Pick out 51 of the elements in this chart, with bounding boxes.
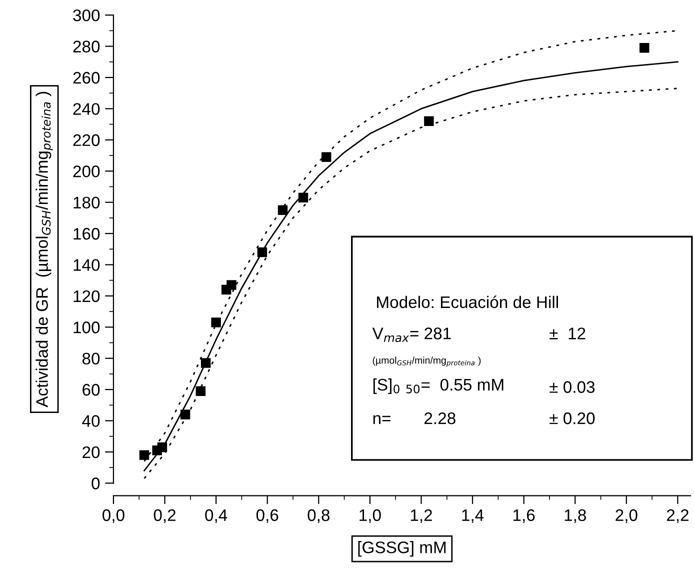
- x-tick-label: 2,2: [666, 509, 688, 524]
- y-tick-label: 0: [92, 478, 100, 490]
- point: [278, 205, 288, 215]
- annotation: ± 0.20: [550, 412, 595, 424]
- x-tick-label: 1,0: [360, 509, 381, 524]
- y-tick-label: 240: [73, 103, 100, 115]
- y-tick-label: 220: [73, 134, 100, 146]
- point: [298, 192, 308, 202]
- y-tick-label: 280: [73, 40, 100, 52]
- y-tick-label: 180: [74, 196, 100, 209]
- point: [321, 152, 332, 162]
- point: [200, 358, 211, 368]
- y-axis-title: Actividad de GR (µmol$_{GSH}$/min/mg$_{proteina}$ ): [36, 92, 53, 408]
- annotation: [S]$_{0 50}$= 0.55 mM: [373, 378, 504, 394]
- point: [424, 116, 434, 126]
- point: [196, 386, 206, 396]
- annotation: V$_{max}$= 281: [372, 328, 451, 342]
- y-tick-label: 300: [73, 9, 100, 22]
- y-tick-label: 80: [82, 352, 100, 365]
- x-axis-title: [GSSG] mM: [358, 541, 446, 557]
- y-tick-label: 260: [73, 72, 100, 84]
- y-tick-label: 120: [74, 290, 100, 302]
- annotation: ± 12: [550, 328, 586, 340]
- point: [157, 442, 168, 452]
- x-tick-label: 1,4: [462, 509, 484, 524]
- x-tick-label: 1,2: [410, 509, 432, 524]
- x-tick-label: 2,0: [616, 509, 638, 524]
- y-tick-label: 60: [82, 384, 100, 396]
- x-tick-label: 0,4: [205, 509, 228, 524]
- y-tick-label: 100: [74, 322, 100, 334]
- x-tick-label: 1,8: [564, 509, 586, 524]
- y-tick-label: 160: [74, 228, 100, 240]
- annotation: (µmol$_{GSH}$/min/mg$_{proteina}$ ): [372, 356, 481, 367]
- x-tick-label: 0,6: [256, 509, 278, 524]
- x-tick-label: 0,8: [308, 509, 330, 524]
- y-tick-label: 40: [82, 415, 100, 427]
- x-tick-label: 0,0: [102, 509, 124, 524]
- point: [640, 42, 650, 53]
- y-tick-label: 200: [73, 166, 100, 178]
- point: [211, 318, 221, 328]
- annotation: n= 2.28: [373, 412, 456, 424]
- annotation: Modelo: Ecuación de Hill: [377, 296, 558, 308]
- point: [257, 247, 268, 258]
- annotation: ± 0.03: [550, 381, 595, 393]
- y-tick-label: 20: [82, 446, 100, 458]
- x-tick-label: 0,2: [154, 509, 176, 524]
- x-tick-label: 1,6: [514, 509, 535, 524]
- point: [180, 410, 190, 420]
- point: [139, 450, 150, 460]
- y-tick-label: 140: [74, 259, 100, 271]
- point: [226, 280, 236, 290]
